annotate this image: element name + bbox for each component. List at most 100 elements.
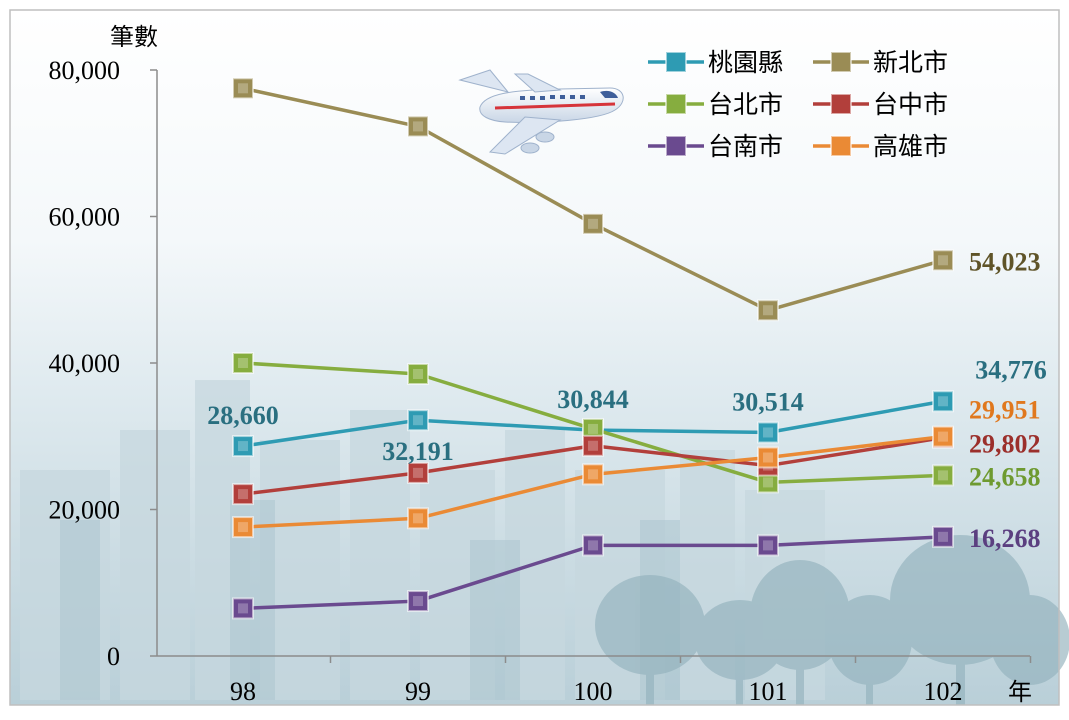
series-2 [232, 352, 954, 494]
data-point [407, 362, 429, 385]
y-tick-label: 40,000 [49, 349, 121, 378]
data-point [757, 299, 779, 322]
data-point-highlight [763, 477, 773, 488]
plot-border [9, 9, 1060, 706]
y-axis-label: 筆數 [110, 23, 158, 51]
data-point-highlight [938, 431, 948, 442]
data-point [757, 446, 779, 469]
legend-marker [665, 93, 687, 115]
data-point-highlight [588, 440, 598, 451]
data-label: 16,268 [969, 524, 1041, 553]
y-tick-label: 60,000 [49, 203, 121, 232]
data-labels: 28,660 32,191 30,844 30,514 34,776 54,023 29,9… [207, 247, 1047, 553]
data-point-highlight [413, 368, 423, 379]
x-tick-label: 100 [574, 677, 613, 706]
data-point [757, 534, 779, 557]
data-point-highlight [413, 467, 423, 478]
legend-marker [830, 135, 852, 157]
legend-label: 台北市 [708, 90, 783, 119]
data-point-highlight [238, 83, 248, 94]
data-label: 29,802 [969, 430, 1041, 459]
data-point [232, 516, 254, 539]
legend-item: 台南市 [648, 132, 783, 161]
data-point-highlight [763, 452, 773, 463]
legend-label: 高雄市 [873, 132, 948, 161]
data-point [407, 409, 429, 432]
data-label: 30,514 [732, 387, 804, 416]
data-label: 24,658 [969, 462, 1041, 491]
data-point [232, 352, 254, 374]
y-axis-ticks: 0 20,000 40,000 60,000 80,000 [49, 56, 157, 671]
data-point-highlight [238, 358, 248, 368]
series-4 [232, 525, 954, 620]
data-point-highlight [413, 596, 423, 607]
data-point-highlight [238, 522, 248, 533]
data-point [407, 115, 429, 138]
series-layer [232, 77, 954, 620]
data-point [582, 463, 604, 486]
legend-marker [665, 51, 687, 73]
legend-label: 新北市 [873, 48, 948, 77]
x-tick-label: 101 [749, 677, 788, 706]
series-5 [232, 425, 954, 539]
x-axis-label: 年 [1008, 678, 1032, 706]
legend-marker [665, 135, 687, 157]
legend-item: 台北市 [648, 90, 783, 119]
legend-item: 台中市 [813, 90, 948, 119]
data-point [232, 597, 254, 620]
data-point-highlight [413, 121, 423, 132]
data-point-highlight [413, 513, 423, 524]
data-point [582, 434, 604, 457]
data-label: 32,191 [382, 437, 454, 466]
data-point [232, 77, 254, 100]
data-label: 34,776 [975, 355, 1047, 384]
data-point-highlight [588, 423, 598, 434]
airplane-illustration [458, 69, 624, 155]
legend-label: 桃園縣 [708, 48, 783, 77]
data-point-highlight [413, 415, 423, 426]
data-point-highlight [238, 441, 248, 452]
data-label: 28,660 [207, 401, 279, 430]
x-tick-label: 98 [230, 677, 256, 706]
data-point [932, 390, 954, 413]
y-tick-label: 20,000 [49, 496, 121, 525]
data-point [932, 249, 954, 272]
legend-marker [830, 93, 852, 115]
data-point [407, 590, 429, 613]
data-point [407, 507, 429, 530]
data-point-highlight [763, 305, 773, 316]
legend-item: 新北市 [813, 48, 948, 77]
data-point-highlight [238, 489, 248, 500]
data-label: 54,023 [969, 247, 1041, 276]
data-point [932, 464, 954, 487]
data-point-highlight [588, 540, 598, 551]
data-point [407, 461, 429, 484]
legend-item: 桃園縣 [648, 48, 783, 77]
data-point-highlight [763, 427, 773, 438]
data-point-highlight [588, 469, 598, 480]
data-point-highlight [238, 603, 248, 614]
legend-label: 台南市 [708, 132, 783, 161]
data-point [232, 435, 254, 458]
data-point [757, 421, 779, 444]
legend-marker [830, 51, 852, 73]
x-axis-ticks: 98 99 100 101 102 [230, 656, 1032, 706]
data-point [582, 212, 604, 235]
series-1 [232, 77, 954, 322]
data-point-highlight [938, 255, 948, 266]
data-point [932, 525, 954, 548]
data-point-highlight [588, 218, 598, 229]
y-tick-label: 80,000 [49, 56, 121, 85]
data-point-highlight [938, 396, 948, 407]
x-tick-label: 102 [924, 677, 963, 706]
data-label: 29,951 [969, 396, 1041, 425]
data-point-highlight [938, 531, 948, 542]
legend-label: 台中市 [873, 90, 948, 119]
data-point [582, 534, 604, 557]
y-tick-label: 0 [107, 642, 120, 671]
legend-item: 高雄市 [813, 132, 948, 161]
data-point-highlight [938, 470, 948, 481]
x-tick-label: 99 [405, 677, 431, 706]
